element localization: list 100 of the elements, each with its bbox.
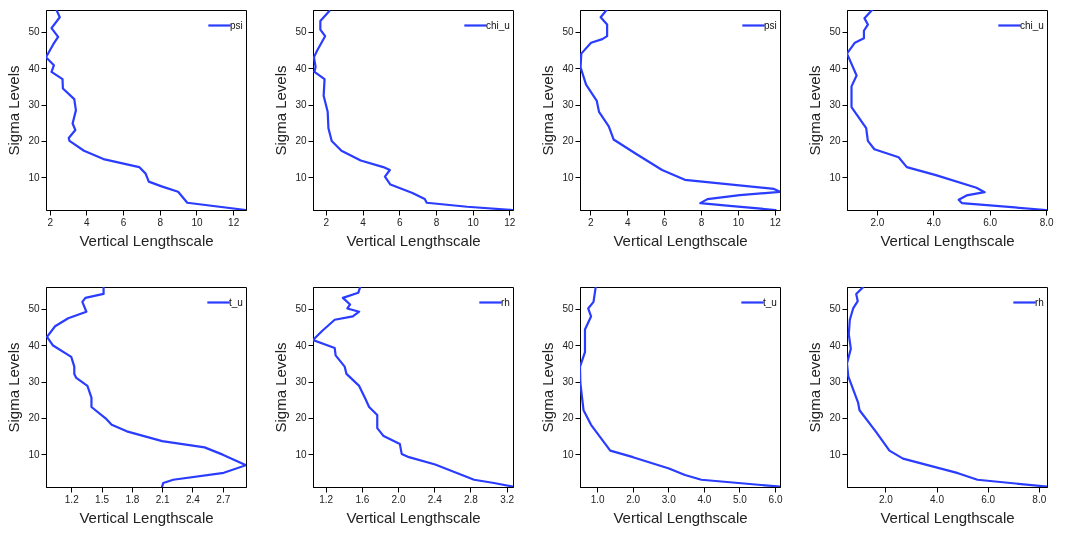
y-tick-label: 20: [295, 412, 307, 424]
y-tick-label: 30: [28, 376, 40, 388]
y-tick-label: 20: [829, 412, 841, 424]
x-tick-label: 2: [588, 216, 595, 228]
y-tick-label: 20: [28, 412, 40, 424]
y-tick-label: 50: [28, 26, 40, 38]
x-tick-label: 4.0: [697, 493, 712, 505]
y-tick-label: 20: [562, 135, 574, 147]
y-tick-label: 40: [829, 339, 841, 351]
y-tick-label: 40: [295, 339, 307, 351]
x-tick-label: 1.5: [95, 493, 110, 505]
y-tick-label: 20: [829, 135, 841, 147]
x-tick-label: 2.0: [870, 216, 885, 228]
x-tick-label: 3.0: [661, 493, 677, 505]
y-axis-title: Sigma Levels: [539, 65, 557, 156]
x-tick-label: 6.0: [768, 493, 783, 505]
x-axis-title: Vertical Lengthscale: [613, 508, 748, 526]
x-tick-label: 12: [504, 216, 516, 228]
x-axis-title: Vertical Lengthscale: [79, 508, 214, 526]
x-tick-label: 6.0: [983, 216, 998, 228]
x-tick-label: 12: [228, 216, 240, 228]
y-axis-title: Sigma Levels: [272, 342, 290, 433]
y-tick-label: 10: [295, 171, 307, 183]
x-tick-label: 8.0: [1032, 493, 1047, 505]
x-tick-label: 8.0: [1039, 216, 1055, 228]
y-tick-label: 40: [295, 62, 307, 74]
legend-label: chi_u: [1020, 19, 1044, 31]
x-tick-label: 8: [698, 216, 705, 228]
x-tick-label: 1.6: [355, 493, 370, 505]
y-tick-label: 10: [829, 448, 841, 460]
y-tick-label: 50: [562, 26, 574, 38]
x-tick-label: 2.7: [216, 493, 231, 505]
x-tick-label: 2.1: [155, 493, 171, 505]
x-tick-label: 2.0: [391, 493, 406, 505]
y-axis-title: Sigma Levels: [539, 342, 557, 433]
x-tick-label: 6: [120, 216, 127, 228]
x-tick-label: 1.8: [125, 493, 140, 505]
y-tick-label: 50: [562, 303, 574, 315]
x-tick-label: 10: [191, 216, 203, 228]
x-axis-title: Vertical Lengthscale: [346, 508, 481, 526]
x-tick-label: 10: [732, 216, 745, 228]
y-tick-label: 10: [28, 171, 40, 183]
x-tick-label: 4: [624, 216, 631, 228]
x-tick-label: 4.0: [926, 216, 942, 228]
x-tick-label: 4: [360, 216, 367, 228]
y-tick-label: 10: [28, 448, 40, 460]
y-tick-label: 40: [28, 62, 40, 74]
y-tick-label: 30: [562, 99, 574, 111]
y-tick-label: 30: [829, 99, 841, 111]
x-axis-title: Vertical Lengthscale: [613, 231, 748, 249]
y-tick-label: 20: [28, 135, 40, 147]
x-tick-label: 6: [396, 216, 403, 228]
y-tick-label: 40: [562, 339, 574, 351]
y-tick-label: 40: [829, 62, 841, 74]
x-tick-label: 1.2: [64, 493, 80, 505]
y-tick-label: 50: [829, 26, 841, 38]
x-tick-label: 2.0: [626, 493, 641, 505]
legend-label: t_u: [763, 296, 777, 308]
x-tick-label: 6.0: [981, 493, 996, 505]
y-tick-label: 10: [829, 171, 841, 183]
y-tick-label: 30: [562, 376, 574, 388]
y-tick-label: 30: [829, 376, 841, 388]
x-tick-label: 8: [157, 216, 164, 228]
x-tick-label: 2: [323, 216, 330, 228]
y-tick-label: 10: [562, 448, 574, 460]
x-tick-label: 1.0: [590, 493, 605, 505]
x-axis-title: Vertical Lengthscale: [346, 231, 481, 249]
y-tick-label: 20: [295, 135, 307, 147]
y-tick-label: 50: [295, 26, 307, 38]
y-axis-title: Sigma Levels: [806, 65, 824, 156]
y-tick-label: 50: [295, 303, 307, 315]
x-tick-label: 4.0: [930, 493, 945, 505]
y-axis-title: Sigma Levels: [272, 65, 290, 156]
y-tick-label: 40: [562, 62, 574, 74]
y-tick-label: 50: [829, 303, 841, 315]
x-tick-label: 3.2: [500, 493, 515, 505]
legend-label: chi_u: [486, 19, 510, 31]
x-axis-title: Vertical Lengthscale: [79, 231, 214, 249]
x-tick-label: 12: [769, 216, 782, 228]
legend-label: rh: [1035, 296, 1044, 308]
y-tick-label: 50: [28, 303, 40, 315]
y-tick-label: 30: [295, 376, 307, 388]
legend-label: psi: [764, 19, 777, 31]
legend-label: t_u: [229, 296, 243, 308]
y-tick-label: 40: [28, 339, 40, 351]
y-axis-title: Sigma Levels: [806, 342, 824, 433]
y-tick-label: 30: [28, 99, 40, 111]
y-tick-label: 30: [295, 99, 307, 111]
x-tick-label: 6: [661, 216, 668, 228]
x-tick-label: 8: [433, 216, 440, 228]
x-tick-label: 2.4: [186, 493, 201, 505]
y-axis-title: Sigma Levels: [5, 342, 23, 433]
x-tick-label: 2.4: [427, 493, 443, 505]
x-tick-label: 2.8: [464, 493, 479, 505]
y-axis-title: Sigma Levels: [5, 65, 23, 156]
x-tick-label: 2.0: [878, 493, 894, 505]
x-tick-label: 4: [84, 216, 91, 228]
y-tick-label: 10: [562, 171, 574, 183]
y-tick-label: 10: [295, 448, 307, 460]
x-tick-label: 1.2: [319, 493, 334, 505]
